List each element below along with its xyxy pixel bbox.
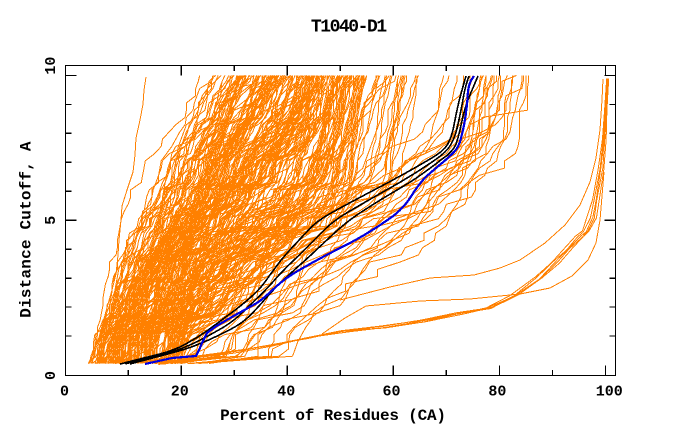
svg-text:80: 80 [488, 383, 506, 400]
svg-text:20: 20 [171, 383, 189, 400]
svg-text:Percent of Residues (CA): Percent of Residues (CA) [220, 407, 446, 425]
svg-text:100: 100 [596, 383, 623, 400]
svg-text:0: 0 [43, 371, 60, 380]
svg-text:40: 40 [277, 383, 295, 400]
svg-text:10: 10 [43, 57, 60, 75]
svg-text:Distance Cutoff, A: Distance Cutoff, A [18, 141, 36, 318]
svg-text:T1040-D1: T1040-D1 [311, 18, 387, 38]
svg-text:0: 0 [60, 383, 69, 400]
svg-text:5: 5 [43, 216, 60, 225]
svg-text:60: 60 [382, 383, 400, 400]
